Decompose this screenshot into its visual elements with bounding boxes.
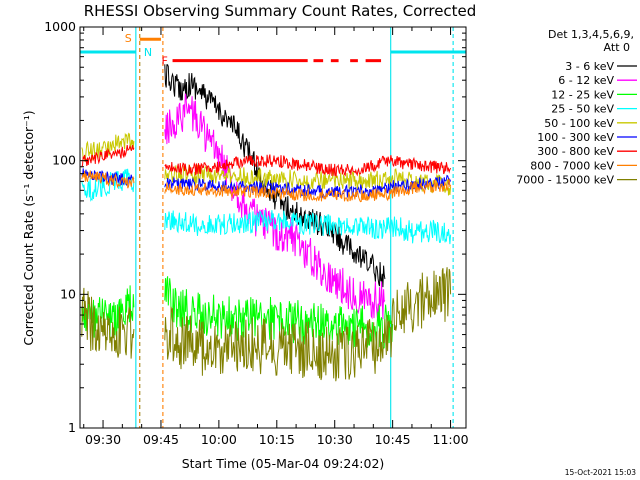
legend-header-line1: Det 1,3,4,5,6,9, — [548, 28, 634, 41]
series-line-3 — [81, 276, 394, 350]
legend-label-6: 100 - 300 keV — [537, 131, 614, 144]
night-flag-letter: N — [144, 46, 152, 59]
x-tick-label-6: 11:00 — [433, 432, 469, 447]
x-tick-label-2: 10:00 — [201, 432, 237, 447]
plot-frame — [79, 26, 467, 429]
legend-label-9: 7000 - 15000 keV — [516, 174, 614, 187]
legend-label-3: 12 - 25 keV — [551, 88, 614, 101]
legend-label-2: 6 - 12 keV — [558, 74, 614, 87]
y-tick-label-1: 10 — [60, 286, 76, 301]
legend-header-line2: Att 0 — [604, 41, 630, 54]
axes: 1 10 100 1000 09:30 09:45 10:00 10:15 10:30 10:45… — [44, 19, 468, 447]
legend-label-5: 50 - 100 keV — [544, 117, 614, 130]
series-line-1 — [164, 64, 386, 288]
x-tick-label-4: 10:30 — [317, 432, 353, 447]
legend-label-1: 3 - 6 keV — [565, 60, 614, 73]
data-series — [81, 64, 452, 382]
x-tick-label-0: 09:30 — [85, 432, 121, 447]
x-tick-label-5: 10:45 — [375, 432, 411, 447]
x-tick-label-1: 09:45 — [143, 432, 179, 447]
series-line-4 — [81, 168, 452, 245]
footer-timestamp: 15-Oct-2021 15:03 — [565, 468, 636, 477]
legend-label-7: 300 - 800 keV — [537, 145, 614, 158]
y-tick-label-3: 1000 — [44, 19, 76, 34]
flag-bars — [80, 37, 466, 63]
flare-flag-letter: F — [162, 55, 168, 68]
series-line-9 — [81, 267, 452, 382]
legend-label-4: 25 - 50 keV — [551, 103, 614, 116]
legend-label-8: 800 - 7000 keV — [530, 159, 614, 172]
series-line-8 — [81, 170, 452, 203]
y-tick-label-2: 100 — [52, 153, 76, 168]
series-line-2 — [164, 93, 386, 320]
y-tick-label-0: 1 — [68, 420, 76, 435]
saa-flag-letter: S — [125, 32, 132, 45]
plot-area — [80, 27, 466, 428]
x-tick-label-3: 10:15 — [259, 432, 295, 447]
y-axis-label: Corrected Count Rate (s⁻¹ detector⁻¹) — [21, 110, 36, 345]
x-axis-label: Start Time (05-Mar-04 09:24:02) — [182, 456, 385, 471]
series-line-7 — [81, 144, 452, 178]
chart-title: RHESSI Observing Summary Count Rates, Co… — [84, 2, 477, 20]
